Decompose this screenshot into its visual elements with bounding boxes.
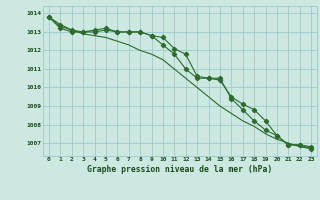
- X-axis label: Graphe pression niveau de la mer (hPa): Graphe pression niveau de la mer (hPa): [87, 165, 273, 174]
